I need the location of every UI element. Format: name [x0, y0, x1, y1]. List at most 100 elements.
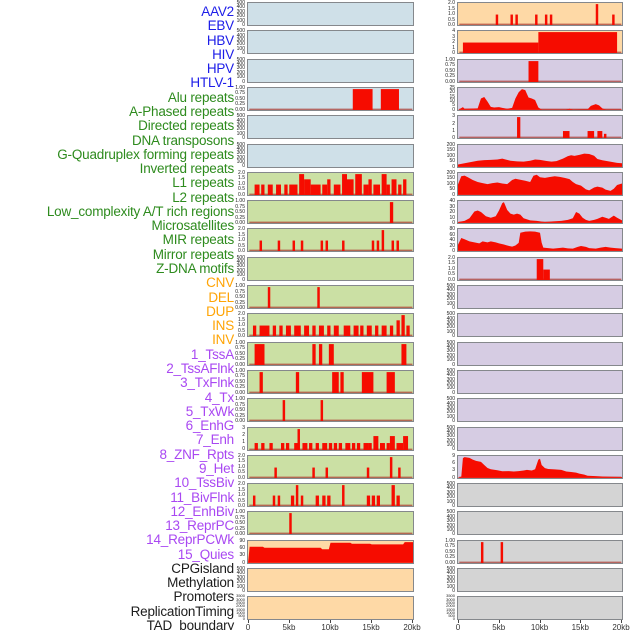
y-tick-label: 200	[446, 494, 455, 501]
track-chart	[247, 30, 414, 55]
chart-canvas	[248, 541, 413, 563]
x-tick-mark	[248, 619, 249, 623]
y-tick-label: 60	[239, 545, 245, 552]
y-tick-label: 20	[449, 89, 455, 96]
chart-canvas	[249, 173, 413, 195]
y-tick-label: 1.5	[238, 316, 245, 323]
track-label: 15_Quies	[177, 546, 234, 562]
y-tick-label: 200	[446, 169, 455, 176]
y-axis-ticks: 500 400 300 200 100 0	[418, 567, 455, 594]
y-tick-label: 0	[242, 446, 245, 453]
chart-canvas	[458, 314, 622, 336]
y-tick-label: 400	[236, 259, 245, 266]
y-tick-label: 500	[236, 56, 245, 63]
y-tick-label: 1000	[236, 609, 245, 615]
track-label: 7_Enh	[195, 432, 234, 448]
y-tick-label: 1.0	[238, 492, 245, 499]
track-label: 10_TssBiv	[174, 475, 234, 491]
y-tick-label: 0	[452, 220, 455, 227]
y-tick-label: 100	[446, 385, 455, 392]
y-axis-ticks: 500 400 300 200 100 0	[418, 424, 455, 452]
track-chart	[247, 2, 414, 26]
chart-canvas	[459, 60, 622, 82]
y-tick-label: 300	[446, 489, 455, 496]
y-axis-ticks: 500 400 300 200 100 0	[208, 567, 245, 594]
y-tick-label: 0.50	[235, 520, 245, 527]
y-tick-label: 3	[242, 424, 245, 431]
chart-canvas	[249, 485, 413, 507]
y-tick-label: 3500	[446, 593, 455, 599]
y-tick-label: 0.25	[235, 356, 245, 363]
y-tick-label: 1.5	[448, 5, 455, 12]
y-axis-ticks: 500 400 300 200 100 0	[208, 255, 245, 283]
y-tick-label: 9	[452, 452, 455, 459]
y-tick-label: 0.5	[238, 497, 245, 504]
y-axis-ticks: 1.00 0.75 0.50 0.25 0.00	[208, 85, 245, 112]
y-tick-label: 3500	[236, 593, 245, 599]
track-label: HPV	[206, 61, 234, 77]
chart-canvas	[458, 343, 622, 365]
y-tick-label: 0	[452, 248, 455, 255]
y-tick-label: 0.0	[448, 22, 455, 28]
track-label: EBV	[207, 18, 235, 34]
x-tick-label: 15kb	[362, 623, 380, 630]
y-axis-ticks: 40 30 20 10 0	[418, 199, 455, 227]
y-tick-label: 0	[242, 276, 245, 283]
y-tick-label: 1.5	[238, 231, 245, 238]
x-tick-label: 5kb	[282, 623, 296, 630]
y-tick-label: 0.00	[445, 559, 455, 566]
y-tick-label: 0	[452, 418, 455, 425]
y-tick-label: 0.00	[235, 361, 245, 368]
y-tick-label: 1.0	[448, 265, 455, 272]
track-label: DEL	[208, 289, 234, 305]
track-label: 3_TxFlnk	[180, 375, 234, 391]
y-tick-label: 0.25	[235, 101, 245, 108]
y-tick-label: 1.0	[448, 11, 455, 17]
chart-canvas	[249, 343, 413, 365]
chart-canvas	[459, 258, 622, 280]
y-tick-label: 500	[446, 424, 455, 431]
chart-canvas	[249, 287, 413, 308]
track-chart	[457, 313, 623, 338]
track-chart	[457, 228, 623, 253]
y-tick-label: 1.00	[235, 283, 245, 289]
y-tick-label: 0.00	[445, 78, 455, 85]
track-label: L1 repeats	[172, 175, 234, 191]
y-tick-label: 2	[452, 120, 455, 127]
y-tick-label: 200	[236, 41, 245, 48]
y-tick-label: 0.75	[445, 62, 455, 69]
track-label: G-Quadruplex forming repeats	[57, 146, 234, 162]
track-label: ReplicationTiming	[130, 603, 235, 619]
y-tick-label: 0.00	[235, 305, 245, 311]
y-tick-label: 1.0	[238, 463, 245, 470]
y-axis-ticks: 1.00 0.75 0.50 0.25 0.00	[208, 510, 245, 537]
chart-canvas	[248, 258, 413, 280]
chart-canvas	[249, 513, 413, 535]
y-tick-label: 300	[446, 518, 455, 525]
y-tick-label: 100	[236, 159, 245, 166]
track-label: Microsatellites	[151, 218, 234, 234]
y-tick-label: 100	[446, 300, 455, 307]
y-tick-label: 0.50	[235, 378, 245, 385]
track-chart	[247, 398, 414, 423]
y-tick-label: 0.25	[445, 554, 455, 561]
y-axis-ticks: 80 60 40 20 0	[418, 227, 455, 255]
track-label: DNA transposons	[131, 132, 234, 148]
y-tick-label: 25	[449, 84, 455, 91]
y-tick-label: 2	[242, 431, 245, 438]
chart-canvas	[248, 597, 413, 619]
track-chart	[247, 115, 414, 140]
track-chart	[457, 2, 623, 26]
x-tick-mark	[371, 619, 372, 623]
chart-canvas	[458, 512, 622, 534]
y-tick-label: 0.0	[238, 503, 245, 510]
track-chart	[457, 398, 623, 423]
y-tick-label: 0.75	[235, 203, 245, 210]
y-tick-label: 2	[452, 39, 455, 46]
y-tick-label: 0.5	[448, 16, 455, 23]
y-axis-ticks: 1.00 0.75 0.50 0.25 0.00	[208, 283, 245, 311]
chart-canvas	[458, 597, 622, 619]
y-tick-label: 200	[446, 324, 455, 331]
y-tick-label: 30	[239, 552, 245, 559]
x-tick-label: 20kb	[403, 623, 421, 630]
